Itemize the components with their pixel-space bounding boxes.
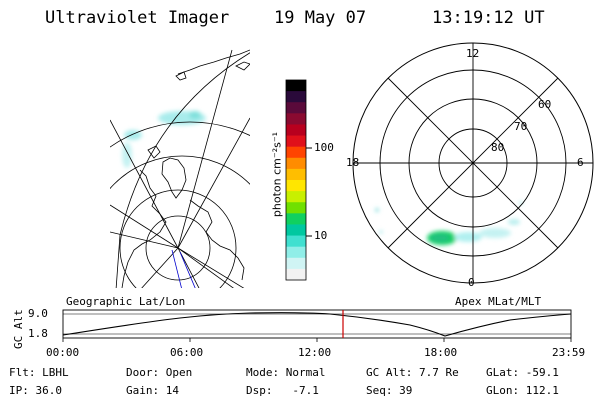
geographic-coord-title: Geographic Lat/Lon bbox=[66, 295, 186, 308]
glat-status: GLat: -59.1 bbox=[486, 366, 559, 379]
gc-alt-axis-label: GC Alt bbox=[12, 309, 25, 349]
colorbar-cell bbox=[286, 180, 306, 192]
colorbar-cell bbox=[286, 146, 306, 159]
gc-alt-status: GC Alt: 7.7 Re bbox=[366, 366, 459, 379]
seq-status: Seq: 39 bbox=[366, 384, 413, 397]
instrument-title: Ultraviolet Imager bbox=[45, 8, 230, 28]
dsp-status: Dsp: -7.1 bbox=[246, 384, 319, 397]
eurasia-coast bbox=[189, 199, 245, 281]
mlat-label-80: 80 bbox=[491, 141, 505, 154]
iceland-coast bbox=[147, 145, 161, 159]
gain-status: Gain: 14 bbox=[126, 384, 179, 397]
time-label: 13:19:12 UT bbox=[432, 8, 545, 28]
colorbar-cell bbox=[286, 257, 306, 270]
filter-status: Flt: LBHL bbox=[9, 366, 69, 379]
colorbar-tick-10: 10 bbox=[314, 229, 328, 242]
colorbar-cell bbox=[286, 124, 306, 137]
colorbar-cell bbox=[286, 157, 306, 170]
mlat-label-60: 60 bbox=[538, 98, 552, 111]
glon-status: GLon: 112.1 bbox=[486, 384, 559, 397]
mlt-label-18: 18 bbox=[346, 156, 360, 169]
mlat-label-70: 70 bbox=[514, 120, 528, 133]
colorbar-cell bbox=[286, 246, 306, 259]
ip-status: IP: 36.0 bbox=[9, 384, 62, 397]
colorbar-cell bbox=[286, 135, 306, 148]
geo-aurora-emission bbox=[122, 111, 206, 168]
colorbar-tick-100: 100 bbox=[314, 141, 334, 154]
geographic-map bbox=[110, 49, 250, 288]
time-tick-0600: 06:00 bbox=[170, 346, 204, 359]
islands bbox=[175, 61, 250, 81]
colorbar-cell bbox=[286, 213, 306, 225]
door-status: Door: Open bbox=[126, 366, 193, 379]
date-label: 19 May 07 bbox=[274, 8, 367, 28]
antarctic-coast bbox=[177, 49, 250, 75]
mlt-label-0: 0 bbox=[468, 276, 475, 289]
colorbar bbox=[285, 79, 312, 281]
colorbar-cell bbox=[286, 235, 306, 248]
colorbar-cell bbox=[286, 91, 306, 103]
time-tick-2359: 23:59 bbox=[552, 346, 586, 359]
americas-coast bbox=[121, 169, 167, 288]
colorbar-cell bbox=[286, 224, 306, 237]
polar-plot bbox=[352, 42, 594, 284]
magnetic-meridian bbox=[171, 249, 182, 288]
time-tick-1200: 12:00 bbox=[298, 346, 332, 359]
mlt-label-12: 12 bbox=[466, 47, 480, 60]
apex-coord-title: Apex MLat/MLT bbox=[455, 295, 542, 308]
colorbar-cell bbox=[286, 80, 306, 92]
earth-limb bbox=[115, 52, 250, 288]
colorbar-cell bbox=[286, 268, 306, 281]
gc-alt-tick-1.8: 1.8 bbox=[28, 327, 48, 340]
time-tick-0000: 00:00 bbox=[46, 346, 80, 359]
greenland-coast bbox=[161, 157, 187, 199]
colorbar-cell bbox=[286, 202, 306, 214]
altitude-curve bbox=[62, 312, 572, 337]
colorbar-cell bbox=[286, 168, 306, 181]
colorbar-cell bbox=[286, 113, 306, 125]
orbit-timeline bbox=[62, 309, 572, 342]
time-tick-1800: 18:00 bbox=[424, 346, 458, 359]
gc-alt-tick-9: 9.0 bbox=[28, 307, 48, 320]
colorbar-cell bbox=[286, 191, 306, 203]
colorbar-unit-label: photon cm⁻²s⁻¹ bbox=[270, 131, 284, 218]
colorbar-cell bbox=[286, 102, 306, 114]
mode-status: Mode: Normal bbox=[246, 366, 326, 379]
mlt-label-6: 6 bbox=[577, 156, 584, 169]
polar-aurora-emission bbox=[375, 201, 523, 245]
